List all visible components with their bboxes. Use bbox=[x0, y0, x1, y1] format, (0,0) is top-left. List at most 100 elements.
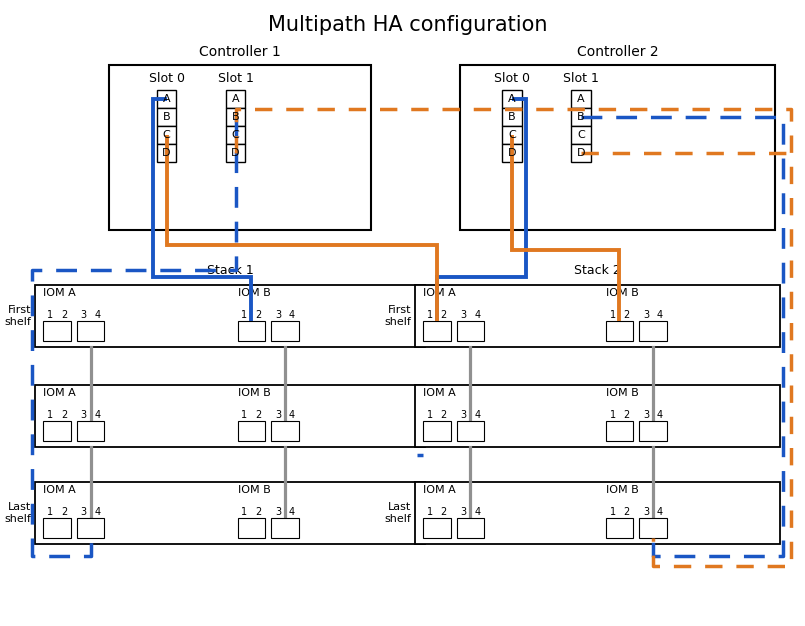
Bar bbox=[271, 518, 299, 538]
Text: C: C bbox=[508, 130, 516, 140]
Text: A: A bbox=[232, 94, 239, 104]
Text: 1: 1 bbox=[242, 507, 248, 517]
Text: 2: 2 bbox=[440, 507, 447, 517]
Bar bbox=[157, 126, 176, 144]
Text: D: D bbox=[576, 148, 585, 158]
Text: Slot 0: Slot 0 bbox=[494, 72, 530, 85]
Text: Last
shelf: Last shelf bbox=[5, 502, 31, 524]
Text: 1: 1 bbox=[47, 507, 53, 517]
Text: 1: 1 bbox=[427, 310, 433, 320]
Text: 2: 2 bbox=[623, 507, 630, 517]
Bar bbox=[639, 321, 667, 341]
Text: 4: 4 bbox=[289, 410, 295, 420]
Text: First
shelf: First shelf bbox=[5, 305, 31, 327]
Text: B: B bbox=[577, 112, 584, 122]
Text: 3: 3 bbox=[80, 507, 87, 517]
Text: D: D bbox=[231, 148, 240, 158]
Text: C: C bbox=[577, 130, 585, 140]
Text: 1: 1 bbox=[427, 410, 433, 420]
Text: 4: 4 bbox=[657, 310, 663, 320]
Bar bbox=[571, 126, 591, 144]
Text: Controller 2: Controller 2 bbox=[576, 45, 658, 59]
Bar bbox=[225, 144, 246, 162]
Text: B: B bbox=[232, 112, 239, 122]
Bar bbox=[35, 385, 425, 447]
Text: 1: 1 bbox=[609, 410, 616, 420]
Text: 3: 3 bbox=[460, 310, 467, 320]
Text: 3: 3 bbox=[275, 507, 281, 517]
Text: 1: 1 bbox=[427, 507, 433, 517]
Text: Last
shelf: Last shelf bbox=[384, 502, 411, 524]
Text: IOM B: IOM B bbox=[237, 388, 270, 398]
Text: Slot 1: Slot 1 bbox=[217, 72, 254, 85]
Text: 1: 1 bbox=[242, 310, 248, 320]
Text: 4: 4 bbox=[289, 507, 295, 517]
Text: C: C bbox=[163, 130, 171, 140]
Text: 3: 3 bbox=[643, 507, 649, 517]
Text: IOM B: IOM B bbox=[605, 288, 638, 298]
Bar bbox=[76, 421, 105, 441]
Text: D: D bbox=[163, 148, 171, 158]
Text: 4: 4 bbox=[289, 310, 295, 320]
Bar bbox=[237, 421, 265, 441]
Bar bbox=[571, 108, 591, 126]
Text: 2: 2 bbox=[623, 410, 630, 420]
Text: 3: 3 bbox=[80, 410, 87, 420]
Text: IOM A: IOM A bbox=[43, 388, 76, 398]
Text: 3: 3 bbox=[275, 310, 281, 320]
Bar bbox=[43, 321, 71, 341]
Text: 4: 4 bbox=[474, 310, 481, 320]
Text: 3: 3 bbox=[275, 410, 281, 420]
Bar bbox=[415, 385, 780, 447]
Bar bbox=[639, 518, 667, 538]
Bar bbox=[271, 321, 299, 341]
Text: IOM A: IOM A bbox=[423, 388, 456, 398]
Text: First
shelf: First shelf bbox=[384, 305, 411, 327]
Bar bbox=[415, 285, 780, 347]
Text: Multipath HA configuration: Multipath HA configuration bbox=[267, 15, 547, 35]
Bar bbox=[423, 518, 451, 538]
Bar bbox=[225, 90, 246, 108]
Bar bbox=[605, 421, 634, 441]
Bar bbox=[460, 65, 775, 230]
Text: IOM A: IOM A bbox=[423, 485, 456, 495]
Text: 1: 1 bbox=[242, 410, 248, 420]
Bar bbox=[456, 321, 485, 341]
Bar bbox=[35, 285, 425, 347]
Text: Stack 2: Stack 2 bbox=[575, 264, 621, 277]
Text: 4: 4 bbox=[474, 410, 481, 420]
Bar bbox=[605, 321, 634, 341]
Text: IOM B: IOM B bbox=[237, 288, 270, 298]
Text: 2: 2 bbox=[60, 507, 67, 517]
Text: 3: 3 bbox=[460, 410, 467, 420]
Text: IOM A: IOM A bbox=[423, 288, 456, 298]
Bar bbox=[225, 126, 246, 144]
Text: 4: 4 bbox=[657, 410, 663, 420]
Text: 4: 4 bbox=[94, 310, 101, 320]
Text: IOM A: IOM A bbox=[43, 288, 76, 298]
Text: 2: 2 bbox=[440, 410, 447, 420]
Text: IOM B: IOM B bbox=[605, 485, 638, 495]
Bar bbox=[639, 421, 667, 441]
Bar bbox=[237, 518, 265, 538]
Text: B: B bbox=[163, 112, 171, 122]
Text: 3: 3 bbox=[80, 310, 87, 320]
Bar bbox=[43, 421, 71, 441]
Bar bbox=[605, 518, 634, 538]
Text: C: C bbox=[232, 130, 239, 140]
Bar bbox=[456, 518, 485, 538]
Text: B: B bbox=[508, 112, 516, 122]
Text: 4: 4 bbox=[94, 410, 101, 420]
Bar bbox=[502, 108, 522, 126]
Bar bbox=[157, 144, 176, 162]
Text: IOM B: IOM B bbox=[237, 485, 270, 495]
Text: 3: 3 bbox=[643, 310, 649, 320]
Bar bbox=[502, 126, 522, 144]
Bar bbox=[157, 108, 176, 126]
Text: 2: 2 bbox=[255, 507, 262, 517]
Text: D: D bbox=[508, 148, 516, 158]
Text: 2: 2 bbox=[60, 310, 67, 320]
Bar bbox=[35, 482, 425, 544]
Text: Slot 0: Slot 0 bbox=[148, 72, 184, 85]
Bar bbox=[415, 482, 780, 544]
